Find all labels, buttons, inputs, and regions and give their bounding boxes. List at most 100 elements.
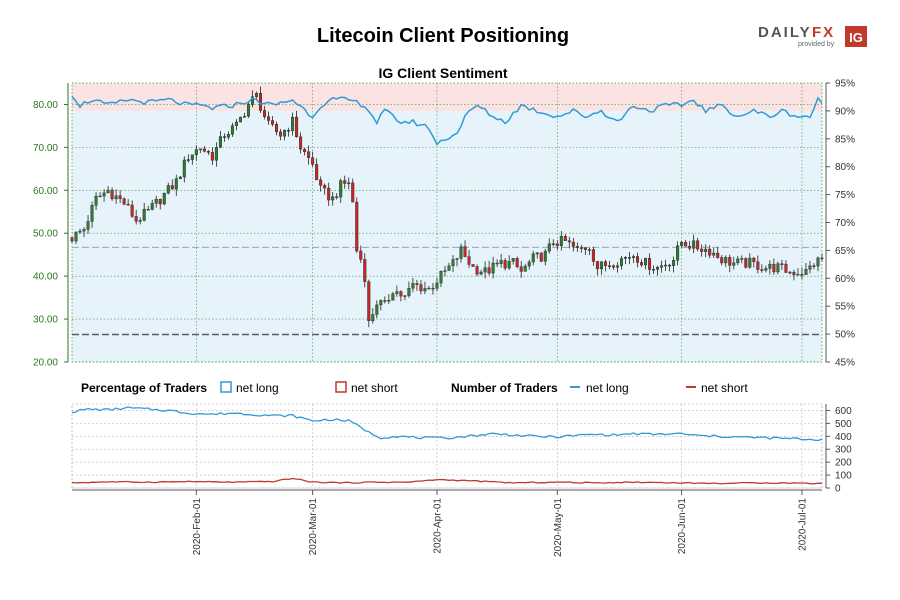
- candle: [222, 133, 226, 142]
- candle: [563, 234, 567, 241]
- candle: [724, 255, 728, 267]
- candle: [519, 260, 523, 278]
- candle: [459, 243, 463, 263]
- candle: [343, 175, 347, 189]
- candle: [206, 149, 210, 155]
- candle: [599, 261, 603, 275]
- candle: [475, 264, 479, 277]
- candle: [467, 250, 471, 268]
- traders-grid: [71, 403, 823, 489]
- candle: [483, 261, 487, 279]
- candle: [816, 256, 820, 272]
- candle: [178, 175, 182, 180]
- candle: [279, 128, 283, 141]
- candle: [788, 270, 792, 275]
- candle: [700, 244, 704, 257]
- percentage-tick-label: 50%: [835, 330, 855, 341]
- date-tick-label: 2020-Jun-01: [677, 498, 688, 555]
- candle: [335, 193, 339, 200]
- candle: [331, 191, 335, 206]
- candle: [214, 142, 218, 167]
- candle: [796, 268, 800, 276]
- candle: [768, 260, 772, 275]
- candle: [463, 240, 467, 258]
- candle: [138, 217, 142, 225]
- candle: [587, 247, 591, 255]
- price-tick-label: 70.00: [33, 143, 58, 154]
- candle: [375, 300, 379, 319]
- candle: [503, 258, 507, 271]
- candle: [407, 281, 411, 298]
- legend-num-long-label: net long: [586, 381, 629, 395]
- candle: [780, 259, 784, 271]
- legend-number-title: Number of Traders: [451, 381, 558, 395]
- price-tick-label: 60.00: [33, 186, 58, 197]
- candle: [551, 239, 555, 247]
- candle: [367, 279, 371, 328]
- candle: [194, 145, 198, 161]
- price-tick-label: 30.00: [33, 315, 58, 326]
- candle: [555, 240, 559, 251]
- candle: [692, 234, 696, 254]
- logo-fx-text: FX: [812, 24, 835, 41]
- candle: [595, 261, 599, 276]
- legend-percentage-title: Percentage of Traders: [81, 381, 207, 395]
- candle: [455, 258, 459, 267]
- legend-num-short-label: net short: [701, 381, 748, 395]
- candle: [423, 281, 427, 295]
- candle: [371, 308, 375, 324]
- candle: [527, 259, 531, 270]
- candle: [499, 253, 503, 268]
- candle: [142, 202, 146, 222]
- candle: [299, 132, 303, 154]
- candle: [234, 119, 238, 131]
- candle: [118, 190, 122, 204]
- candle: [218, 130, 222, 149]
- candle: [752, 256, 756, 268]
- candle: [419, 280, 423, 295]
- candle: [672, 256, 676, 273]
- legend-pct-long-label: net long: [236, 381, 279, 395]
- candle: [130, 200, 134, 218]
- percentage-tick-label: 70%: [835, 218, 855, 229]
- candle: [106, 186, 110, 194]
- candle: [575, 242, 579, 252]
- candle: [619, 255, 623, 270]
- legend: Percentage of Traders net long net short…: [81, 381, 748, 395]
- candle: [491, 256, 495, 279]
- candle: [355, 197, 359, 254]
- date-tick-label: 2020-Apr-01: [432, 498, 443, 554]
- candle: [182, 156, 186, 183]
- legend-pct-short-swatch: [335, 381, 347, 393]
- candle: [98, 192, 102, 198]
- legend-pct-short-label: net short: [351, 381, 398, 395]
- candle: [531, 250, 535, 266]
- candle: [772, 258, 776, 275]
- net-long-zone: [72, 110, 822, 363]
- candle: [202, 146, 206, 153]
- candle: [275, 121, 279, 136]
- candle: [627, 251, 631, 265]
- candle: [126, 199, 130, 206]
- candle: [110, 187, 114, 201]
- candles: [70, 86, 824, 328]
- candle: [495, 259, 499, 268]
- candle: [323, 183, 327, 195]
- candle: [263, 106, 267, 120]
- candle: [631, 254, 635, 263]
- percentage-tick-label: 65%: [835, 246, 855, 257]
- candle: [295, 110, 299, 138]
- candle: [680, 240, 684, 248]
- candle: [271, 116, 275, 127]
- candle: [311, 151, 315, 167]
- candle: [676, 241, 680, 266]
- candle: [696, 237, 700, 252]
- date-axis: 2020-Feb-01 2020-Mar-01 2020-Apr-01 2020-Ma…: [72, 489, 822, 557]
- candle: [166, 182, 170, 195]
- candle: [640, 259, 644, 268]
- candle: [744, 257, 748, 269]
- price-tick-label: 50.00: [33, 229, 58, 240]
- traders-tick-label: 200: [835, 458, 852, 469]
- percentage-tick-label: 80%: [835, 162, 855, 173]
